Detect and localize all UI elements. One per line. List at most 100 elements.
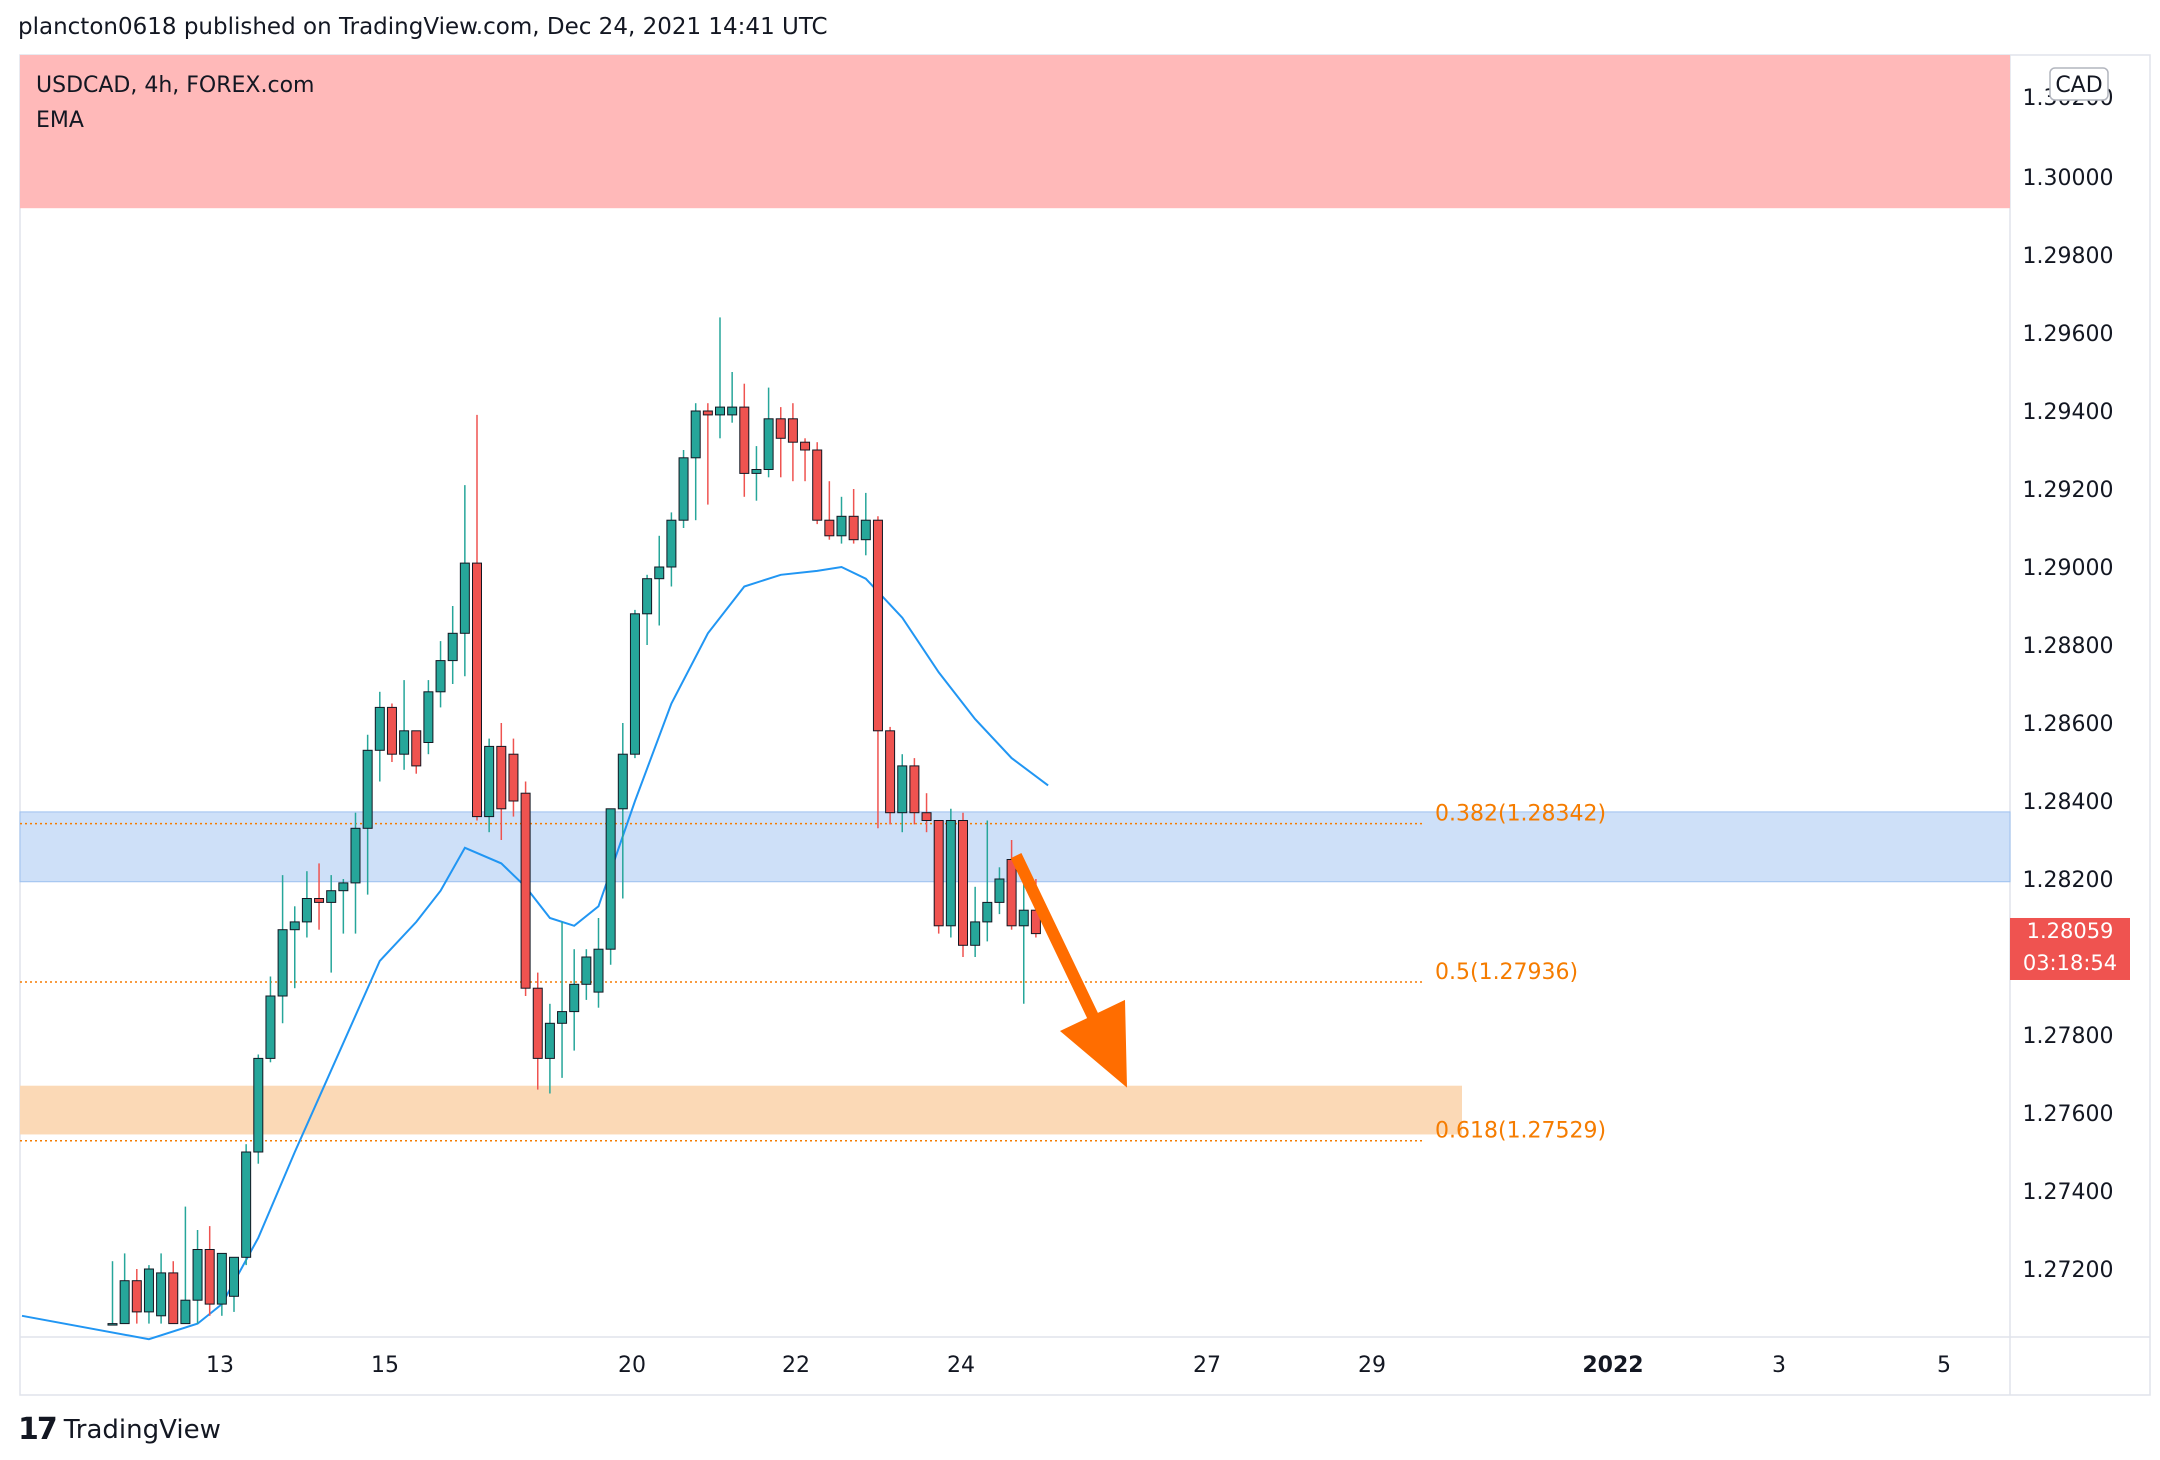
- candle-body: [836, 515, 847, 537]
- time-tick-8: 3: [1772, 1353, 1786, 1378]
- currency-badge[interactable]: CAD: [2055, 73, 2102, 98]
- candle-59: [824, 481, 835, 540]
- candle-54: [763, 387, 774, 478]
- candle-1: [119, 1253, 130, 1325]
- candle-20: [350, 812, 361, 934]
- candle-body: [472, 562, 482, 818]
- candle-67: [921, 793, 932, 833]
- price-tick-5: 1.28200: [2023, 868, 2114, 893]
- candle-75: [1018, 875, 1029, 1004]
- price-tick-11: 1.29400: [2023, 400, 2114, 425]
- time-tick-5: 27: [1193, 1353, 1221, 1378]
- candle-body: [557, 1011, 568, 1024]
- candle-48: [690, 403, 701, 521]
- legend-symbol[interactable]: USDCAD, 4h, FOREX.com: [36, 73, 314, 98]
- legend-indicator[interactable]: EMA: [36, 108, 84, 133]
- tradingview-logo[interactable]: 17 TradingView: [18, 1412, 221, 1447]
- candle-body: [739, 406, 750, 474]
- candle-body: [326, 890, 337, 903]
- candle-body: [715, 406, 725, 416]
- candle-25: [411, 730, 422, 774]
- candle-body: [800, 441, 811, 451]
- candle-37: [557, 921, 568, 1078]
- time-tick-1: 15: [371, 1353, 399, 1378]
- candle-41: [605, 808, 616, 965]
- candle-60: [836, 496, 847, 544]
- candle-body: [520, 792, 531, 989]
- candle-40: [593, 918, 604, 1008]
- candle-16: [301, 871, 312, 938]
- candle-27: [435, 641, 446, 708]
- candle-body: [229, 1256, 239, 1297]
- candle-34: [520, 781, 531, 996]
- candle-49: [702, 403, 713, 505]
- price-tick-8: 1.28800: [2023, 634, 2114, 659]
- candle-body: [107, 1323, 118, 1326]
- candle-body: [168, 1272, 179, 1325]
- candle-body: [824, 519, 835, 537]
- candle-body: [982, 901, 993, 923]
- ema-line: [21, 565, 1049, 1341]
- candle-body: [143, 1268, 154, 1313]
- tradingview-logo-text: TradingView: [63, 1414, 221, 1445]
- candle-body: [775, 418, 786, 439]
- time-tick-3: 22: [782, 1353, 810, 1378]
- candle-0: [107, 1261, 118, 1326]
- candle-body: [751, 469, 762, 474]
- candle-32: [496, 723, 507, 840]
- candle-33: [508, 738, 519, 817]
- candle-body: [180, 1299, 191, 1325]
- candle-body: [447, 632, 458, 662]
- candle-body: [241, 1151, 252, 1258]
- candle-body: [484, 745, 495, 818]
- price-tick-6: 1.28400: [2023, 790, 2114, 815]
- candle-body: [860, 519, 871, 541]
- candle-39: [581, 949, 592, 1000]
- fib-label-2: 0.618(1.27529): [1435, 1119, 1606, 1144]
- tradingview-logo-icon: 17: [18, 1412, 58, 1447]
- time-tick-6: 29: [1358, 1353, 1386, 1378]
- zones-layer: [19, 55, 2011, 1135]
- ema-layer: [21, 565, 1049, 1341]
- candle-44: [642, 574, 653, 645]
- candle-body: [569, 983, 580, 1013]
- candle-53: [751, 446, 762, 501]
- candle-body: [1006, 859, 1017, 927]
- candle-body: [872, 519, 883, 732]
- publish-header: plancton0618 published on TradingView.co…: [18, 14, 828, 40]
- time-axis[interactable]: 13 15 20 22 24 27 29 2022 3 5: [206, 1353, 1951, 1378]
- candle-63: [872, 516, 883, 829]
- candle-38: [569, 949, 580, 1051]
- fib-label-1: 0.5(1.27936): [1435, 960, 1578, 985]
- price-tick-7: 1.28600: [2023, 712, 2114, 737]
- candle-body: [629, 613, 640, 755]
- candle-62: [860, 492, 871, 556]
- price-tick-14: 1.30000: [2023, 166, 2114, 191]
- last-price-tag: 1.28059 03:18:54: [2010, 917, 2130, 980]
- candle-body: [301, 898, 312, 923]
- candle-body: [885, 730, 896, 814]
- price-axis[interactable]: 1.272001.274001.276001.278001.280001.282…: [2023, 86, 2114, 1283]
- candle-35: [532, 972, 543, 1090]
- candle-body: [314, 898, 325, 903]
- candle-body: [970, 921, 981, 946]
- candle-2: [131, 1269, 142, 1324]
- candle-24: [399, 680, 410, 770]
- candle-body: [131, 1280, 142, 1313]
- candle-58: [812, 442, 823, 525]
- candle-body: [666, 519, 677, 568]
- bar-countdown: 03:18:54: [2023, 951, 2117, 975]
- candles-layer: [107, 317, 1041, 1326]
- candle-36: [544, 1003, 555, 1094]
- candle-10: [229, 1256, 239, 1312]
- candle-6: [180, 1206, 191, 1325]
- candle-7: [192, 1230, 203, 1324]
- candle-body: [386, 706, 397, 755]
- candle-4: [156, 1253, 167, 1324]
- candle-body: [605, 808, 616, 950]
- candle-body: [289, 921, 300, 931]
- candle-13: [265, 976, 276, 1063]
- candle-body: [423, 691, 434, 743]
- time-tick-4: 24: [947, 1353, 975, 1378]
